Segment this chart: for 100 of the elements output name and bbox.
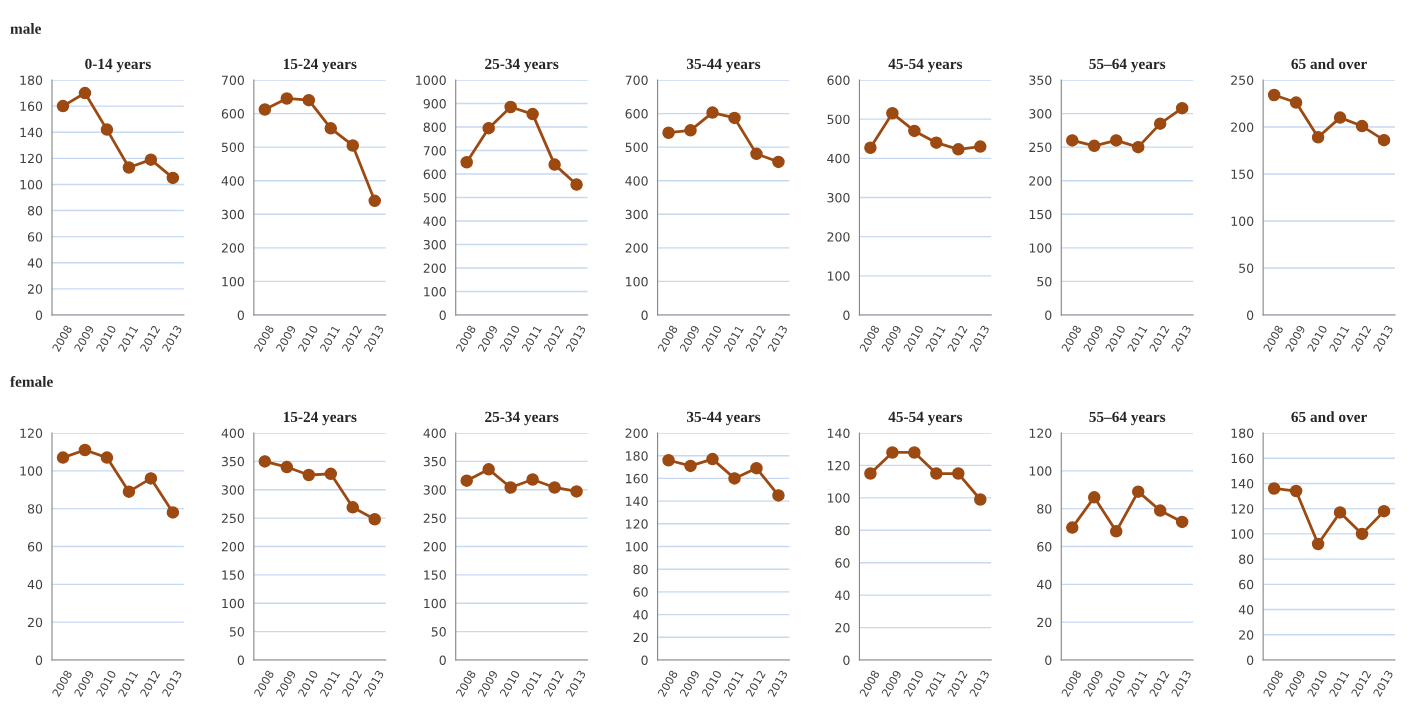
point <box>482 463 495 476</box>
point <box>100 123 114 136</box>
point <box>1333 111 1347 124</box>
y-tick-label: 80 <box>835 525 850 536</box>
y-tick-label: 180 <box>20 75 43 85</box>
chart-title: 55–64 years <box>1089 58 1166 73</box>
y-tick-label: 200 <box>221 541 244 552</box>
y-tick-label: 350 <box>423 456 446 467</box>
y-tick-label: 700 <box>423 145 446 156</box>
y-tick-label: 150 <box>1029 209 1052 220</box>
y-tick-label: 180 <box>626 451 648 461</box>
y-tick-label: 60 <box>1037 541 1052 552</box>
y-tick-label: 160 <box>20 101 43 112</box>
y-tick-label: 40 <box>1036 579 1052 590</box>
y-tick-label: 0 <box>439 655 446 665</box>
y-tick-label: 150 <box>1231 169 1254 179</box>
point <box>324 467 338 481</box>
y-tick-label: 400 <box>423 428 446 438</box>
y-tick-label: 100 <box>1231 216 1254 226</box>
y-tick-label: 400 <box>221 428 244 438</box>
y-tick-label: 300 <box>221 209 244 220</box>
y-tick-label: 20 <box>633 632 648 643</box>
point <box>570 178 583 191</box>
y-tick-label: 0 <box>843 655 850 665</box>
y-tick-label: 100 <box>1231 529 1254 539</box>
y-tick-label: 50 <box>1037 276 1052 287</box>
y-tick-label: 300 <box>625 209 648 220</box>
point <box>662 453 675 467</box>
y-tick-label: 50 <box>431 627 446 637</box>
point <box>1377 504 1391 518</box>
y-tick-label: 200 <box>1029 176 1052 186</box>
y-tick-label: 0 <box>237 310 244 320</box>
y-tick-label: 1000 <box>416 75 446 85</box>
y-tick-label: 120 <box>626 519 648 529</box>
y-tick-label: 20 <box>27 284 43 294</box>
y-tick-label: 100 <box>1029 243 1052 253</box>
point <box>1355 119 1369 133</box>
point <box>864 141 877 155</box>
chart-title: 45-54 years <box>888 58 963 73</box>
y-tick-label: 250 <box>1231 75 1254 85</box>
point <box>952 467 965 480</box>
y-tick-label: 600 <box>827 75 850 85</box>
y-tick-label: 100 <box>827 271 850 281</box>
point <box>548 158 561 171</box>
y-tick-label: 40 <box>27 579 43 590</box>
point <box>100 451 114 464</box>
y-tick-label: 140 <box>1231 478 1254 489</box>
y-tick-label: 0 <box>843 310 850 320</box>
point <box>324 122 338 135</box>
y-tick-label: 300 <box>827 192 850 203</box>
y-tick-label: 20 <box>1037 617 1052 628</box>
point <box>548 481 561 494</box>
point <box>706 106 719 119</box>
y-tick-label: 0 <box>1246 655 1254 665</box>
y-tick-label: 500 <box>423 192 446 203</box>
y-tick-label: 500 <box>827 114 850 125</box>
chart-title: 15-24 years <box>283 411 357 426</box>
y-tick-label: 350 <box>1029 75 1052 85</box>
point <box>1153 504 1167 517</box>
y-tick-label: 600 <box>423 169 446 179</box>
point <box>662 126 675 139</box>
y-tick-label: 0 <box>237 655 244 665</box>
y-tick-label: 400 <box>827 153 850 164</box>
point <box>974 493 987 506</box>
point <box>302 93 316 107</box>
y-tick-label: 60 <box>835 558 850 568</box>
point <box>1377 133 1391 147</box>
y-tick-label: 200 <box>827 232 850 242</box>
chart-title: 0-14 years <box>85 58 151 73</box>
point <box>1087 491 1101 504</box>
y-tick-label: 700 <box>222 75 244 85</box>
point <box>706 452 719 466</box>
point <box>1355 527 1369 541</box>
point <box>56 99 70 113</box>
y-tick-label: 350 <box>221 456 244 467</box>
y-tick-label: 80 <box>27 206 43 216</box>
point <box>1333 506 1347 519</box>
point <box>750 147 763 161</box>
point <box>258 103 272 116</box>
y-tick-label: 600 <box>221 109 244 119</box>
point <box>1066 521 1079 534</box>
y-tick-label: 300 <box>423 485 446 495</box>
y-tick-label: 140 <box>20 127 43 138</box>
chart-title: 35-44 years <box>686 58 761 73</box>
point <box>1109 525 1123 538</box>
y-tick-label: 160 <box>626 473 648 484</box>
y-tick-label: 150 <box>222 570 244 580</box>
y-tick-label: 0 <box>641 655 648 665</box>
y-tick-label: 80 <box>27 504 43 514</box>
chart-title: 65 and over <box>1291 58 1367 70</box>
y-tick-label: 250 <box>423 513 446 524</box>
y-tick-label: 150 <box>424 570 446 580</box>
y-tick-label: 250 <box>1029 142 1052 153</box>
point <box>526 107 539 121</box>
point <box>1289 484 1303 498</box>
y-tick-label: 700 <box>625 75 648 85</box>
y-tick-label: 250 <box>221 513 244 524</box>
y-tick-label: 100 <box>827 493 850 503</box>
y-tick-label: 40 <box>633 610 648 620</box>
point <box>952 143 965 156</box>
